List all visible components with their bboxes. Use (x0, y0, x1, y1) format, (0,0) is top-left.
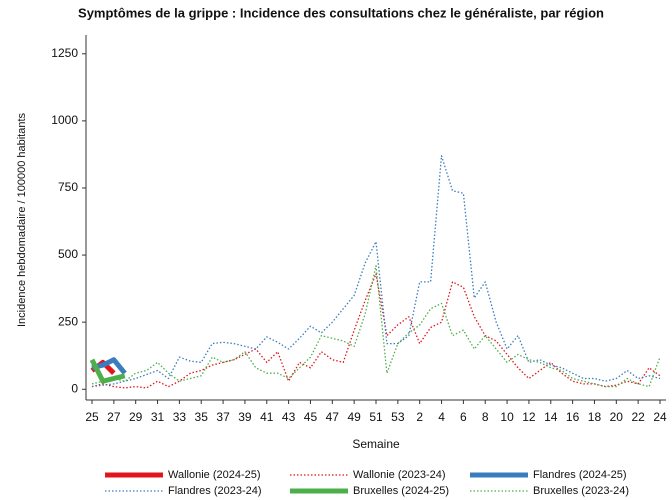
y-tick-label: 0 (71, 381, 78, 395)
y-tick-label: 250 (58, 314, 78, 328)
x-tick-label: 27 (107, 410, 121, 424)
legend-label: Bruxelles (2023-24) (533, 485, 629, 497)
x-tick-label: 14 (544, 410, 558, 424)
x-tick-label: 35 (195, 410, 209, 424)
x-tick-label: 49 (347, 410, 361, 424)
x-tick-label: 8 (482, 410, 489, 424)
legend-label: Wallonie (2024-25) (168, 469, 261, 481)
x-tick-label: 24 (653, 410, 667, 424)
legend-label: Flandres (2024-25) (533, 469, 627, 481)
x-tick-label: 37 (216, 410, 230, 424)
x-tick-label: 22 (631, 410, 645, 424)
chart-title: Symptômes de la grippe : Incidence des c… (78, 5, 604, 20)
x-tick-label: 18 (588, 410, 602, 424)
x-tick-label: 47 (326, 410, 340, 424)
series-line (91, 273, 661, 389)
x-tick-label: 45 (304, 410, 318, 424)
x-tick-label: 41 (260, 410, 274, 424)
x-tick-label: 39 (238, 410, 252, 424)
legend-label: Bruxelles (2024-25) (353, 485, 449, 497)
series-line (89, 358, 126, 384)
x-tick-label: 33 (173, 410, 187, 424)
y-axis-label: Incidence hebdomadaire / 100000 habitant… (16, 112, 28, 327)
legend-label: Flandres (2023-24) (168, 485, 262, 497)
x-tick-label: 16 (566, 410, 580, 424)
x-axis-label: Semaine (352, 437, 400, 451)
x-tick-label: 6 (460, 410, 467, 424)
x-tick-label: 4 (438, 410, 445, 424)
y-tick-label: 750 (58, 180, 78, 194)
legend-label: Wallonie (2023-24) (353, 469, 446, 481)
x-tick-label: 25 (85, 410, 99, 424)
x-tick-label: 20 (610, 410, 624, 424)
series-line (91, 265, 661, 388)
y-tick-label: 1250 (51, 46, 78, 60)
x-tick-label: 53 (391, 410, 405, 424)
y-tick-label: 1000 (51, 113, 78, 127)
series-line (91, 155, 661, 388)
x-tick-label: 12 (522, 410, 536, 424)
x-tick-label: 43 (282, 410, 296, 424)
x-tick-label: 51 (369, 410, 383, 424)
x-tick-label: 10 (500, 410, 514, 424)
x-tick-label: 2 (416, 410, 423, 424)
x-tick-label: 29 (129, 410, 143, 424)
x-tick-label: 31 (151, 410, 165, 424)
y-tick-label: 500 (58, 247, 78, 261)
